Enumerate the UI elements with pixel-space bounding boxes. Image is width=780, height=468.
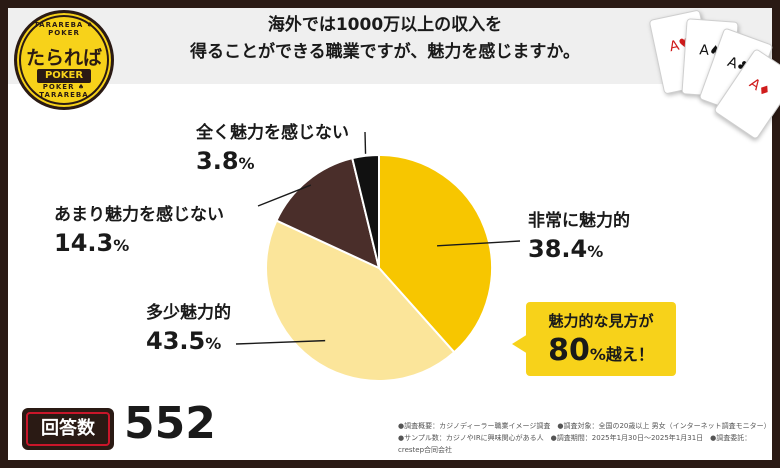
summary-callout: 魅力的な見方が 80%越え！	[526, 302, 676, 376]
logo-main-text: たられば	[25, 47, 102, 69]
tarareba-poker-logo: TARAREBA ♠ POKER たられば POKER POKER ♠ TARA…	[14, 10, 114, 110]
slice-label-not-very-attractive: あまり魅力を感じない 14.3%	[54, 200, 224, 257]
slice-name: 非常に魅力的	[528, 211, 630, 231]
slice-name: 全く魅力を感じない	[196, 123, 349, 143]
pie-slice-not-very-attractive	[275, 156, 381, 270]
header-band	[8, 8, 772, 84]
footnote-line-1: ●調査概要：カジノディーラー職業イメージ調査 ●調査対象：全国の20歳以上 男女…	[398, 422, 771, 430]
leader-line-somewhat-attractive	[235, 339, 326, 345]
slice-percent: 3.8%	[196, 147, 255, 175]
leader-line-not-attractive-at-all	[364, 131, 367, 154]
pie-slice-not-attractive-at-all	[351, 153, 380, 269]
slice-label-not-attractive-at-all: 全く魅力を感じない 3.8%	[196, 118, 349, 175]
leader-line-very-attractive	[437, 240, 521, 247]
respondents-label: 回答数	[26, 412, 110, 446]
callout-line-1: 魅力的な見方が	[548, 312, 654, 330]
title-line-2: 得ることができる職業ですが、魅力を感じますか。	[190, 42, 580, 62]
pie-slice-very-attractive	[378, 153, 493, 354]
footnote-line-2: ●サンプル数：カジノやIRに興味関心がある人 ●調査期間：2025年1月30日〜…	[398, 434, 752, 454]
callout-line-2: 80%越え！	[548, 333, 654, 368]
slice-label-very-attractive: 非常に魅力的 38.4%	[528, 206, 630, 263]
logo-ring-top-text: TARAREBA ♠ POKER	[33, 21, 95, 37]
respondents-badge: 回答数	[22, 408, 114, 450]
logo-ring-bottom-text: POKER ♠ TARAREBA	[39, 83, 89, 99]
respondents-count: 552	[124, 398, 216, 449]
page-title: 海外では1000万以上の収入を 得ることができる職業ですが、魅力を感じますか。	[150, 12, 620, 66]
slice-percent: 38.4%	[528, 235, 604, 263]
main-panel	[8, 8, 772, 460]
slice-percent: 14.3%	[54, 229, 130, 257]
leader-line-not-very-attractive	[257, 184, 312, 207]
title-line-1: 海外では1000万以上の収入を	[267, 15, 503, 35]
slice-name: 多少魅力的	[146, 303, 231, 323]
callout-tail	[512, 334, 528, 354]
survey-footnote: ●調査概要：カジノディーラー職業イメージ調査 ●調査対象：全国の20歳以上 男女…	[398, 420, 771, 456]
logo-sub-text: POKER	[37, 69, 91, 83]
slice-percent: 43.5%	[146, 327, 222, 355]
slice-name: あまり魅力を感じない	[54, 205, 224, 225]
slice-label-somewhat-attractive: 多少魅力的 43.5%	[146, 298, 231, 355]
